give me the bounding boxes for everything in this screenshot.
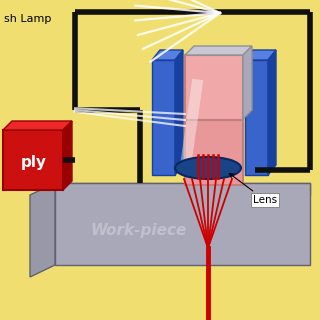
Polygon shape [152, 60, 175, 175]
Bar [185, 120, 243, 185]
Polygon shape [55, 183, 310, 265]
Text: Work-piece: Work-piece [90, 223, 186, 238]
Polygon shape [268, 50, 276, 175]
Polygon shape [152, 50, 183, 60]
Bar [185, 55, 243, 120]
Polygon shape [30, 183, 310, 195]
Text: ply: ply [21, 156, 47, 171]
Text: sh Lamp: sh Lamp [4, 14, 52, 24]
Ellipse shape [175, 157, 241, 179]
Bar [3, 130, 63, 190]
Text: Lens: Lens [229, 173, 277, 205]
Polygon shape [30, 183, 55, 277]
Polygon shape [175, 50, 183, 175]
Polygon shape [63, 121, 72, 190]
Polygon shape [245, 50, 276, 60]
Polygon shape [245, 60, 268, 175]
Polygon shape [3, 121, 72, 130]
Polygon shape [185, 46, 252, 55]
Polygon shape [243, 46, 252, 119]
